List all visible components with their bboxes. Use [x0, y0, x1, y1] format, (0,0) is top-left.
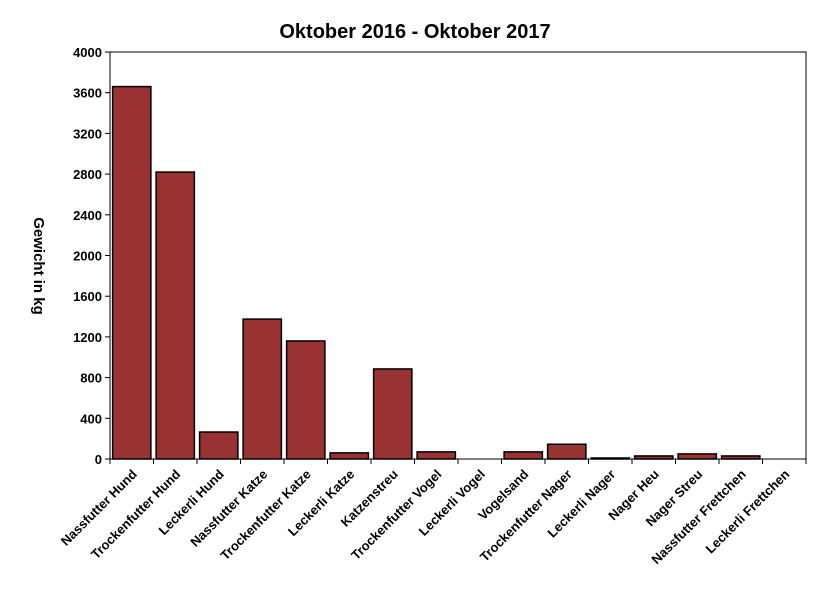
y-tick-label: 2400	[73, 208, 102, 223]
y-tick-label: 0	[95, 452, 102, 467]
chart-title: Oktober 2016 - Oktober 2017	[279, 21, 550, 43]
x-tick-label: Leckerli Frettchen	[703, 466, 793, 556]
y-tick-label: 2800	[73, 167, 102, 182]
y-axis-ticks: 0 400 800 1200 1600 2000 2400 2800 3200 3600 4000	[73, 45, 110, 467]
bar	[503, 451, 544, 460]
y-tick-label: 400	[80, 411, 102, 426]
bar	[242, 318, 283, 460]
bar	[155, 171, 196, 460]
y-tick-label: 3600	[73, 86, 102, 101]
y-tick-label: 3200	[73, 126, 102, 141]
plot-area-frame	[109, 51, 807, 460]
y-tick-label: 2000	[73, 249, 102, 264]
y-tick-label: 800	[80, 371, 102, 386]
bar	[111, 85, 152, 460]
bar	[677, 453, 718, 460]
y-tick-label: 1200	[73, 330, 102, 345]
x-tick-label: Nassfutter Hund	[58, 466, 140, 548]
x-tick-label: Nassfutter Katze	[187, 467, 270, 550]
y-axis-label: Gewicht in kg	[30, 217, 47, 315]
bar	[372, 368, 413, 460]
y-tick-label: 1600	[73, 289, 102, 304]
y-tick-label: 4000	[73, 45, 102, 60]
bar	[198, 431, 239, 460]
bar	[285, 340, 326, 460]
bar	[416, 451, 457, 460]
bars	[111, 85, 761, 460]
bar	[546, 443, 587, 460]
bar	[329, 452, 370, 460]
